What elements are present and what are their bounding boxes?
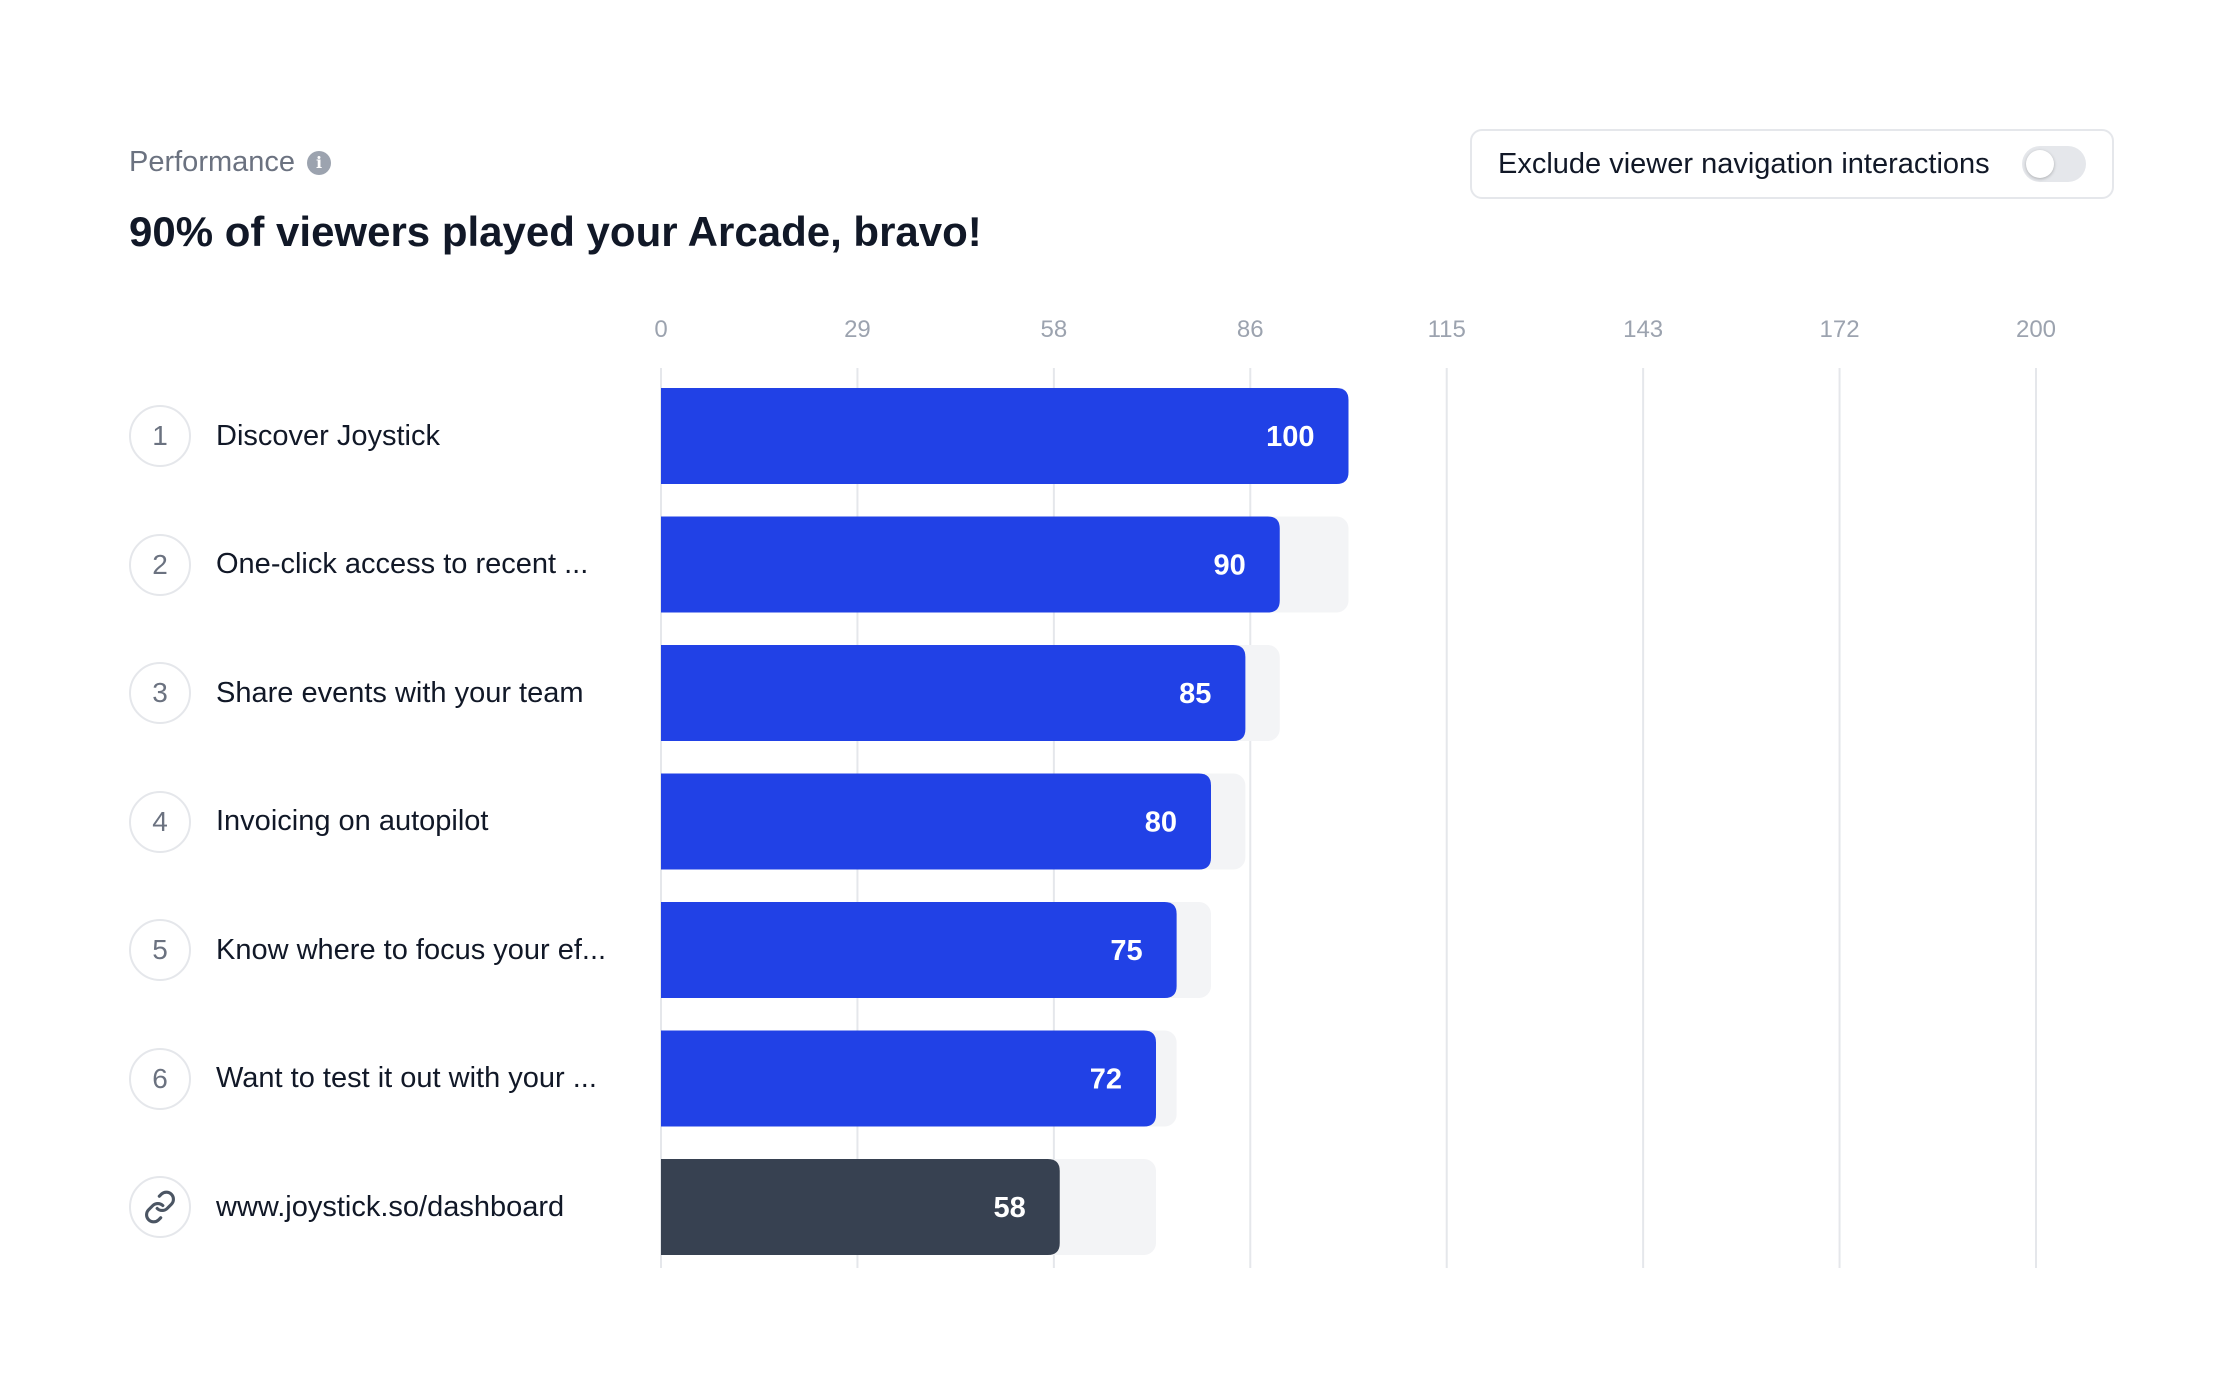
exclude-navigation-toggle[interactable]: [2022, 146, 2086, 182]
step-label: Want to test it out with your ...: [216, 1062, 597, 1094]
x-tick-label: 58: [1041, 316, 1068, 343]
bar-value-label: 90: [1213, 550, 1245, 582]
bar[interactable]: [661, 773, 1211, 870]
info-icon[interactable]: i: [307, 150, 332, 175]
bar[interactable]: [661, 516, 1280, 613]
link-icon: [129, 1176, 191, 1238]
step-label: Invoicing on autopilot: [216, 805, 489, 837]
x-tick-label: 143: [1623, 316, 1663, 343]
x-axis-ticks: 0 29 58 86 115 143 172 200: [654, 316, 2056, 343]
bar-value-label: 80: [1145, 807, 1177, 839]
step-label: One-click access to recent ...: [216, 548, 589, 580]
step-number: 3: [129, 662, 191, 724]
bar[interactable]: [661, 1159, 1060, 1255]
performance-label-text: Performance: [129, 146, 296, 178]
step-row[interactable]: www.joystick.so/dashboard: [129, 1175, 564, 1239]
bar-value-labels: 100 90 85 80 75 72 58: [993, 421, 1314, 1224]
x-tick-label: 86: [1237, 316, 1264, 343]
bar[interactable]: [661, 1030, 1156, 1127]
x-tick-label: 115: [1428, 316, 1466, 343]
step-label: Share events with your team: [216, 676, 584, 709]
step-number: 5: [129, 919, 191, 981]
bar-value-label: 58: [993, 1192, 1025, 1224]
step-number: 2: [129, 533, 191, 596]
bar-value-label: 75: [1110, 935, 1142, 967]
step-label: Discover Joystick: [216, 419, 440, 452]
bar-value-label: 85: [1179, 678, 1211, 710]
bar[interactable]: [661, 645, 1246, 741]
step-number: 4: [129, 790, 191, 853]
toggle-label: Exclude viewer navigation interactions: [1498, 147, 1990, 180]
previous-value-bars: [661, 516, 1349, 1255]
toggle-knob: [2026, 150, 2054, 178]
x-tick-label: 172: [1820, 316, 1860, 343]
step-row[interactable]: 3 Share events with your team: [129, 661, 584, 725]
step-number: 6: [129, 1047, 191, 1110]
exclude-navigation-toggle-box: Exclude viewer navigation interactions: [1470, 129, 2114, 199]
step-row[interactable]: 4 Invoicing on autopilot: [129, 790, 488, 854]
bar-value-label: 72: [1090, 1064, 1122, 1096]
step-label: Know where to focus your ef...: [216, 933, 607, 966]
step-row[interactable]: 1 Discover Joystick: [129, 404, 440, 468]
bars: [661, 388, 1349, 1255]
step-row[interactable]: 2 One-click access to recent ...: [129, 533, 588, 597]
step-row[interactable]: 5 Know where to focus your ef...: [129, 918, 606, 982]
step-label: www.joystick.so/dashboard: [216, 1190, 565, 1223]
x-tick-label: 29: [844, 316, 871, 343]
x-tick-label: 0: [654, 316, 667, 343]
bar[interactable]: [661, 388, 1349, 484]
page-title: 90% of viewers played your Arcade, bravo…: [129, 208, 982, 255]
step-row[interactable]: 6 Want to test it out with your ...: [129, 1047, 597, 1111]
step-number: 1: [129, 405, 191, 467]
performance-label: Performance i: [129, 146, 332, 179]
bar[interactable]: [661, 902, 1177, 998]
bar-value-label: 100: [1266, 421, 1314, 453]
x-tick-label: 200: [2016, 316, 2056, 343]
